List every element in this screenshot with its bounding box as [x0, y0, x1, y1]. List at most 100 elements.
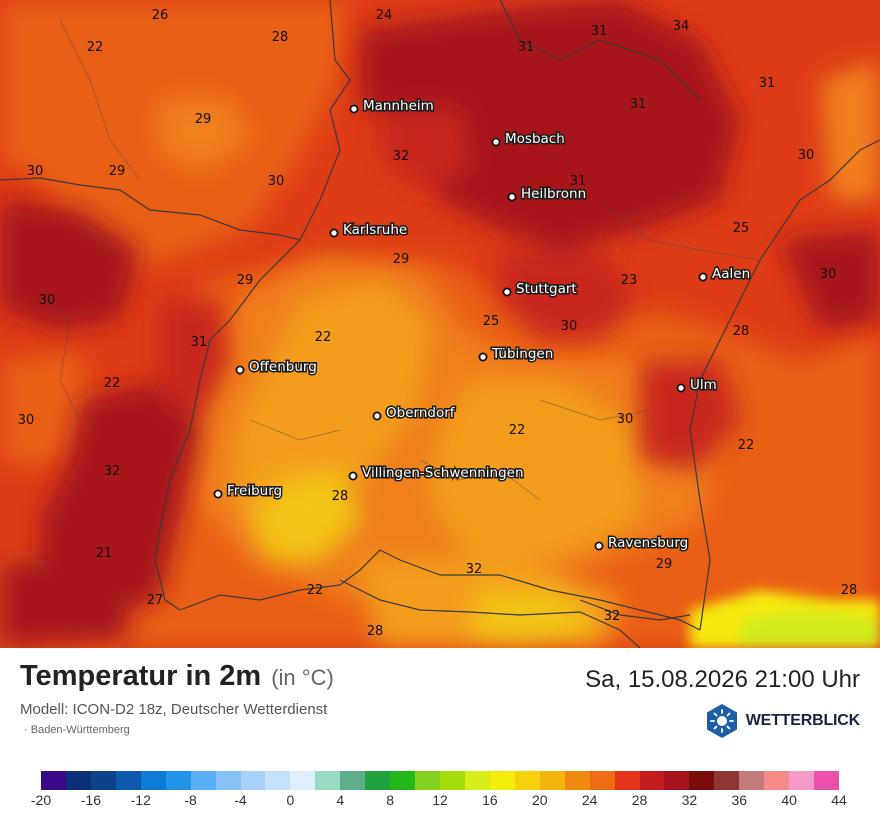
temperature-value: 30 — [39, 293, 56, 308]
heat-area-dark-red — [0, 200, 140, 330]
legend-tick-label: 24 — [581, 792, 598, 808]
temperature-value: 31 — [191, 335, 208, 350]
legend-tick-label: 20 — [531, 792, 548, 808]
city-label: Karlsruhe — [343, 222, 407, 238]
temperature-value: 31 — [630, 97, 647, 112]
temperature-value: 22 — [509, 423, 526, 438]
temperature-value: 22 — [738, 438, 755, 453]
title-text: Temperatur in 2m — [20, 660, 262, 692]
legend-swatch — [664, 771, 690, 790]
legend-tick-label: 28 — [631, 792, 648, 808]
legend-swatch — [639, 771, 665, 790]
region-name: Baden-Württemberg — [30, 724, 130, 736]
temperature-value: 28 — [367, 624, 384, 639]
legend-swatch — [165, 771, 191, 790]
legend-tick-label: 16 — [482, 792, 498, 808]
city-label: Stuttgart — [516, 281, 577, 297]
legend-tick-label: 32 — [681, 792, 698, 808]
country-border — [0, 177, 301, 241]
temperature-value: 31 — [518, 40, 535, 55]
legend-tick-label: 44 — [831, 792, 847, 808]
city-marker — [507, 192, 517, 202]
legend-swatch — [190, 771, 216, 790]
city-marker — [372, 411, 382, 421]
region-border — [339, 579, 641, 648]
state-border — [154, 0, 351, 611]
legend-swatch — [315, 771, 341, 790]
sun-icon — [706, 704, 737, 738]
city-marker — [348, 471, 358, 481]
city-marker — [502, 287, 512, 297]
region-label: · Baden-Württemberg — [24, 724, 130, 736]
legend-tick-label: 4 — [336, 792, 345, 808]
heat-area-amber — [230, 280, 430, 540]
heat-area-red — [500, 250, 640, 340]
legend-tick-label: -16 — [80, 792, 101, 808]
heat-area-yellow — [300, 495, 335, 525]
legend-swatch — [539, 771, 565, 790]
legend-tick-label: -8 — [184, 792, 197, 808]
temperature-value: 30 — [18, 413, 35, 428]
temperature-value: 28 — [272, 30, 289, 45]
legend-swatch — [714, 771, 740, 790]
legend-ticks: -20 -16 -12 -8 -4 0 4 8 12 16 20 24 28 32 36 40 44 — [0, 792, 880, 812]
temperature-value: 22 — [104, 376, 121, 391]
temperature-value: 21 — [96, 546, 113, 561]
district-border — [599, 199, 761, 261]
legend-swatch — [365, 771, 391, 790]
title-unit: (in °C) — [271, 665, 334, 690]
city-marker — [594, 541, 604, 551]
page-title: Temperatur in 2m (in °C) — [20, 660, 334, 693]
temperature-value: 28 — [841, 583, 858, 598]
heat-area-red — [640, 360, 740, 470]
legend-swatch — [514, 771, 540, 790]
heat-area-red — [380, 110, 470, 190]
legend-swatch — [415, 771, 440, 790]
temperature-value: 30 — [617, 412, 634, 427]
city-label: Aalen — [712, 266, 750, 282]
city-label: Offenburg — [249, 359, 317, 375]
heat-area-dark-red — [780, 230, 880, 330]
legend-swatch — [814, 771, 839, 790]
heat-area-lime — [740, 610, 880, 648]
legend-tick-label: -12 — [130, 792, 151, 808]
heat-area-yellow — [470, 590, 600, 648]
temperature-value: 30 — [561, 319, 578, 334]
legend-swatch — [789, 771, 815, 790]
temperature-value: 32 — [393, 149, 410, 164]
city-label: Mosbach — [505, 131, 565, 147]
temperature-value: 31 — [759, 76, 776, 91]
legend-tick-label: 0 — [286, 792, 295, 808]
temperature-map: Mannheim Mosbach Heilbronn Karlsruhe Stuttga… — [0, 0, 880, 648]
legend-swatch — [65, 771, 91, 790]
heat-area-red — [160, 300, 230, 420]
temperature-value: 30 — [820, 267, 837, 282]
legend-swatch — [689, 771, 715, 790]
temperature-value: 22 — [307, 583, 324, 598]
temperature-value: 22 — [315, 330, 332, 345]
heat-area-light-orange — [820, 60, 880, 200]
legend-swatch — [215, 771, 241, 790]
legend-swatch — [464, 771, 490, 790]
temperature-value: 30 — [798, 148, 815, 163]
legend-swatch — [41, 771, 66, 790]
city-label: Ulm — [690, 377, 717, 393]
brand-logo: WETTERBLICK — [704, 703, 860, 739]
temperature-value: 30 — [268, 174, 285, 189]
legend-swatch — [115, 771, 141, 790]
legend-swatch — [340, 771, 366, 790]
city-label: Freiburg — [227, 483, 282, 499]
temperature-value: 32 — [604, 609, 621, 624]
heat-area-dark-red — [360, 0, 740, 250]
temperature-value: 24 — [376, 8, 393, 23]
legend-tick-label: 40 — [781, 792, 797, 808]
legend-swatch — [290, 771, 316, 790]
temperature-value: 29 — [656, 557, 673, 572]
city-label: Heilbronn — [521, 186, 586, 202]
legend-swatch — [90, 771, 116, 790]
temperature-value: 28 — [332, 489, 349, 504]
legend-tick-label: -4 — [234, 792, 247, 808]
temperature-value: 30 — [27, 164, 44, 179]
temperature-value: 22 — [87, 40, 104, 55]
legend-swatch — [564, 771, 590, 790]
